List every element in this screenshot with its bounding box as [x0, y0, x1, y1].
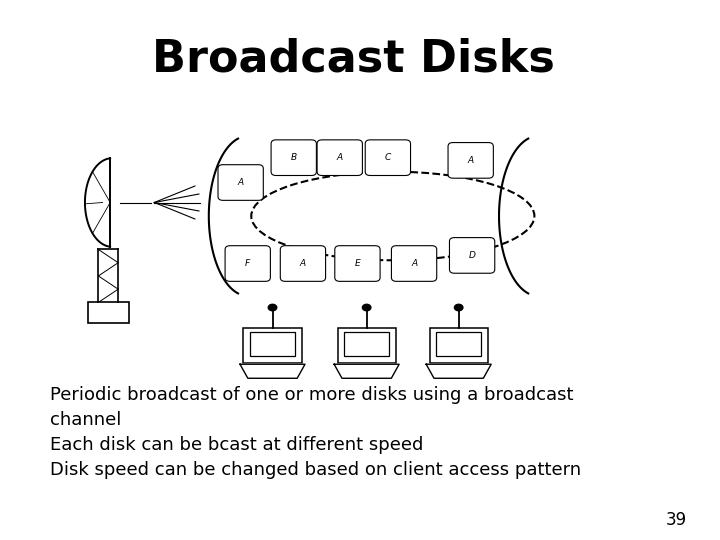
Bar [338, 328, 396, 363]
Text: E: E [354, 259, 360, 268]
Text: D: D [469, 251, 475, 260]
FancyBboxPatch shape [449, 238, 495, 273]
FancyBboxPatch shape [335, 246, 380, 281]
Ellipse shape [251, 172, 534, 260]
FancyBboxPatch shape [280, 246, 325, 281]
Bar [430, 328, 487, 363]
FancyBboxPatch shape [271, 140, 316, 176]
Bar [243, 328, 302, 363]
Bar [250, 332, 295, 356]
Text: C: C [384, 153, 391, 162]
Circle shape [454, 304, 463, 311]
Text: A: A [467, 156, 474, 165]
Bar [344, 332, 390, 356]
Text: A: A [300, 259, 306, 268]
Text: A: A [411, 259, 417, 268]
Text: B: B [291, 153, 297, 162]
Bar [436, 332, 481, 356]
FancyBboxPatch shape [365, 140, 410, 176]
Text: 39: 39 [665, 511, 687, 529]
Polygon shape [240, 364, 305, 378]
Circle shape [269, 304, 276, 311]
FancyBboxPatch shape [317, 140, 362, 176]
Bar [88, 302, 129, 323]
Text: A: A [337, 153, 343, 162]
Text: A: A [238, 178, 243, 187]
FancyBboxPatch shape [225, 246, 271, 281]
Polygon shape [426, 364, 491, 378]
Polygon shape [334, 364, 399, 378]
Text: Broadcast Disks: Broadcast Disks [153, 38, 555, 81]
Text: F: F [246, 259, 251, 268]
FancyBboxPatch shape [218, 165, 264, 200]
Circle shape [362, 304, 371, 311]
FancyBboxPatch shape [392, 246, 437, 281]
FancyBboxPatch shape [448, 143, 493, 178]
Text: Periodic broadcast of one or more disks using a broadcast
channel
Each disk can : Periodic broadcast of one or more disks … [50, 386, 580, 479]
